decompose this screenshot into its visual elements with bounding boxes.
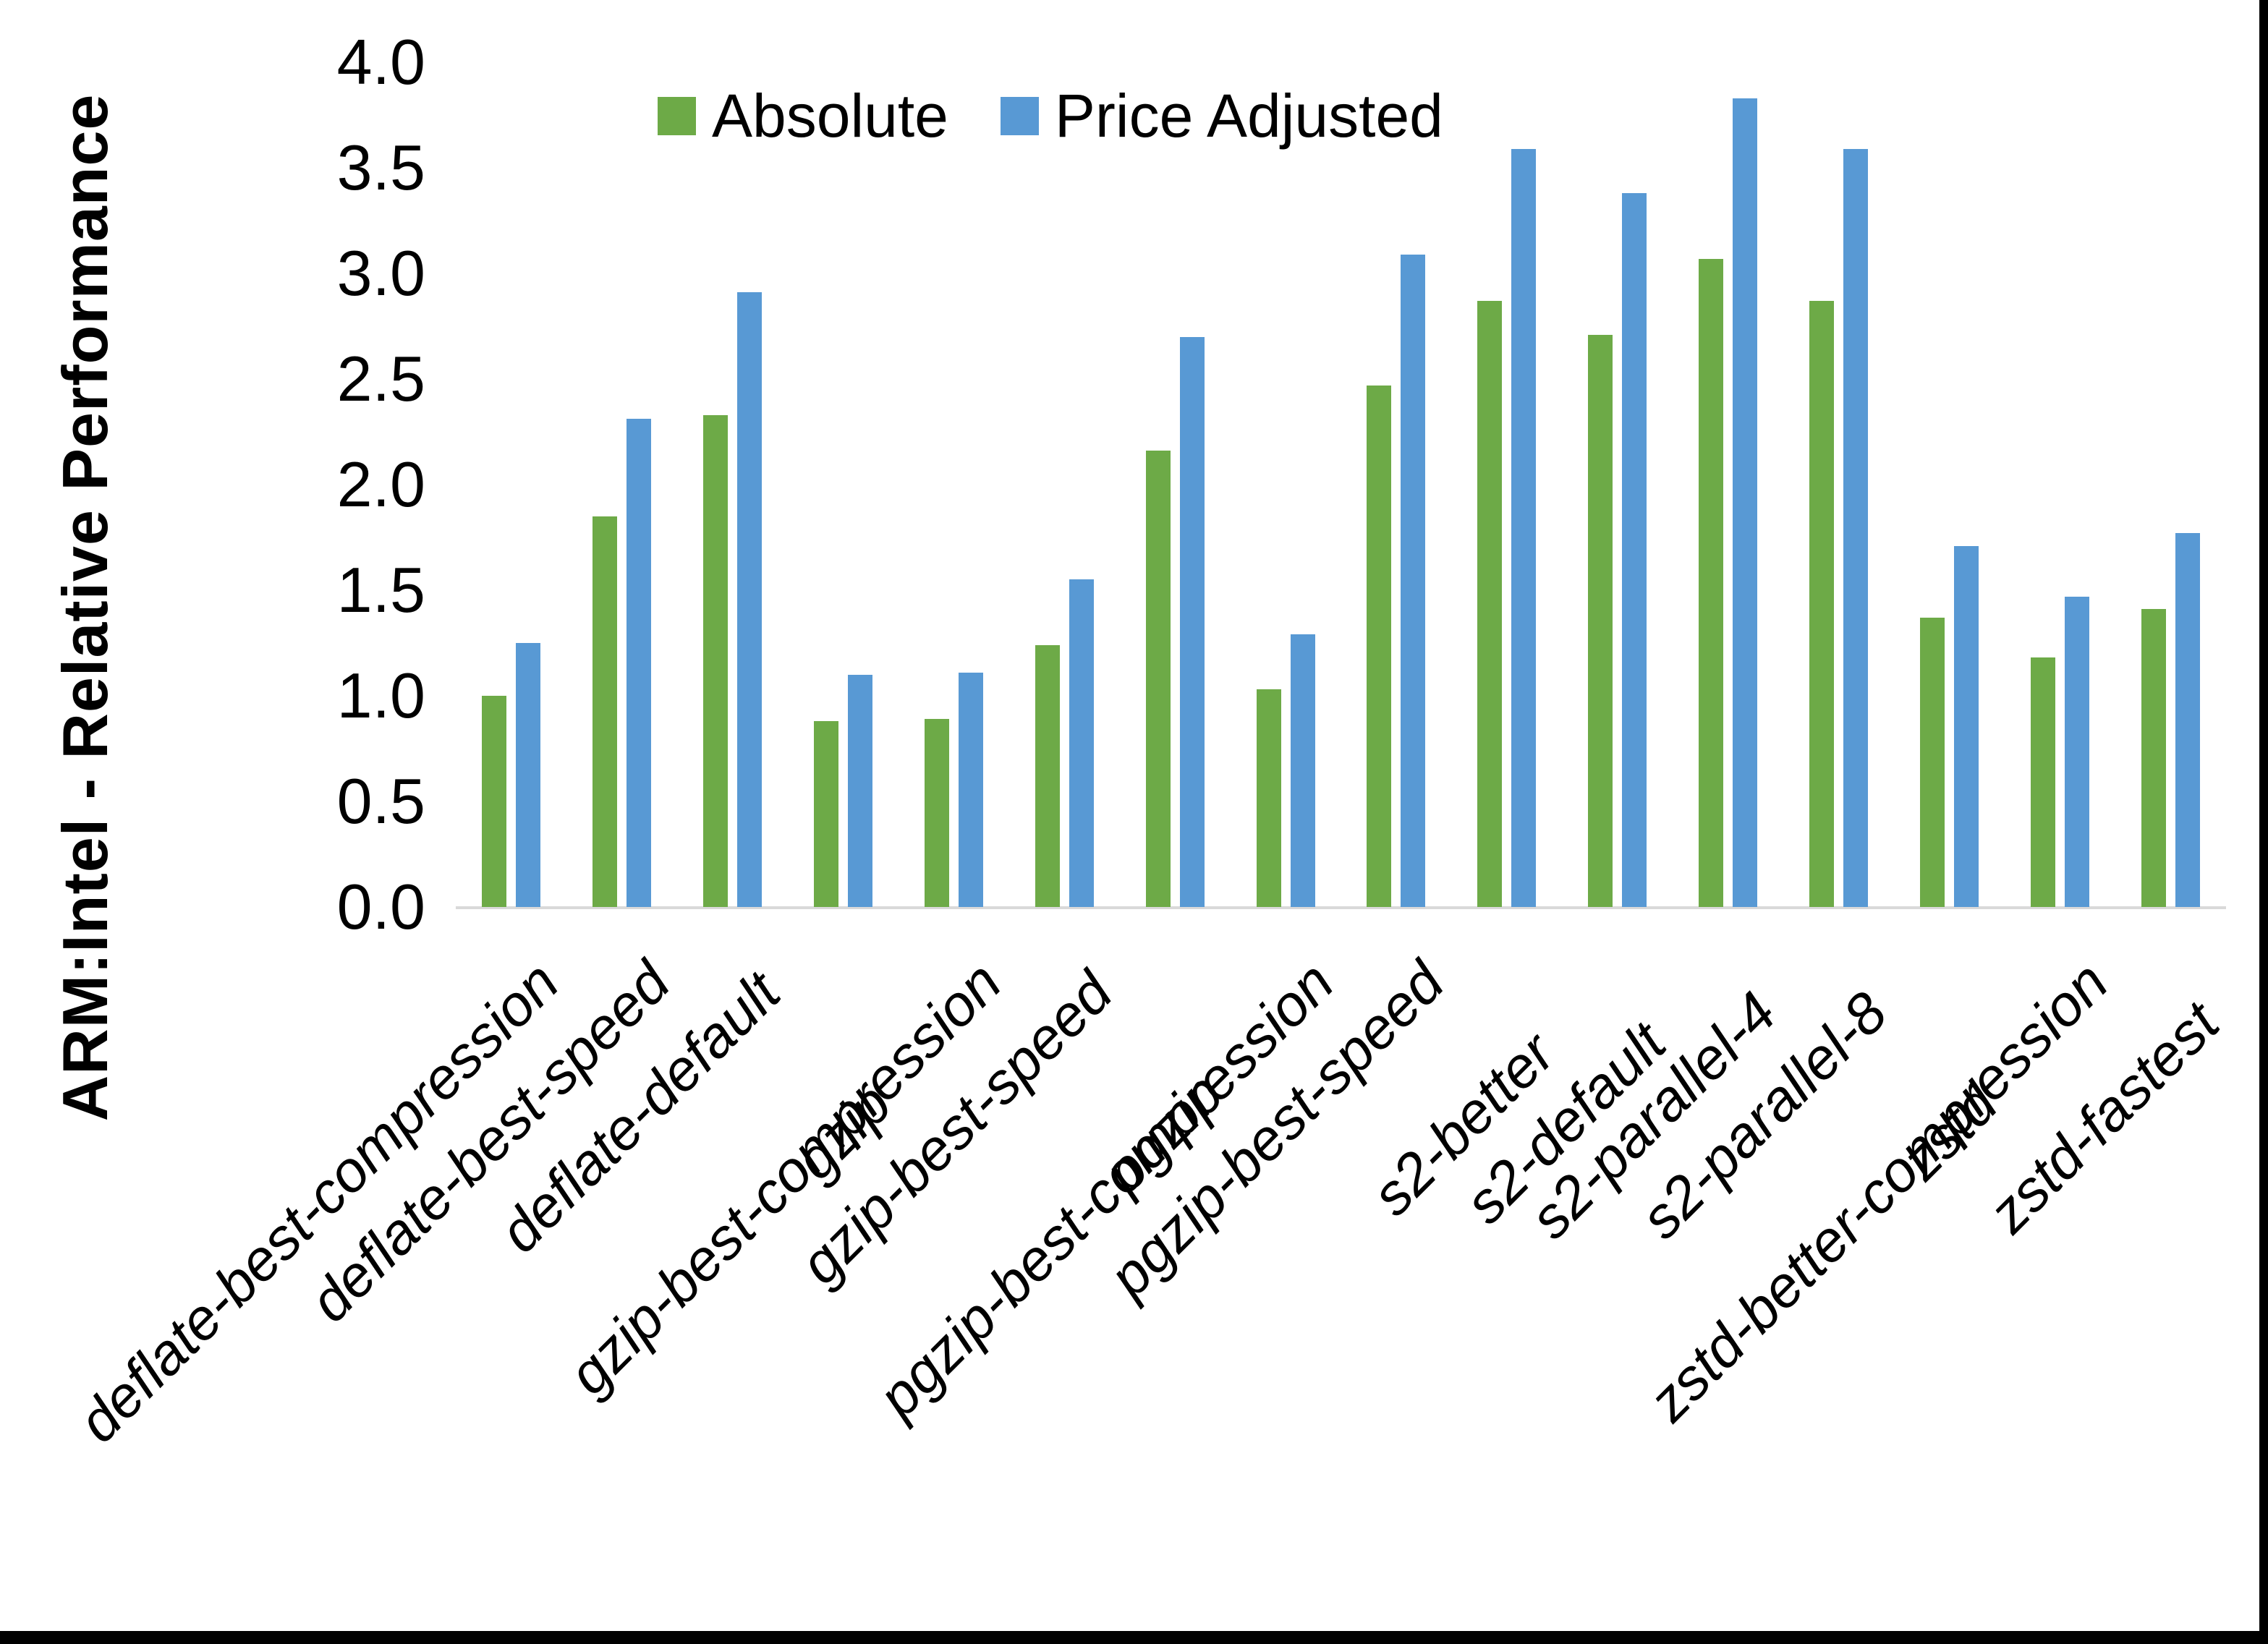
y-tick-label-2.5: 2.5: [336, 343, 425, 414]
y-axis-title: ARM:Intel - Relative Performance: [49, 93, 121, 1122]
legend-label: Price Adjusted: [1054, 82, 1443, 150]
bar-price-adjusted-zstd: [1954, 545, 1979, 907]
bar-absolute-deflate-default: [702, 414, 728, 907]
bar-price-adjusted-gzip-best-speed: [1069, 579, 1094, 907]
screenshot-right-border: [2259, 0, 2268, 1644]
y-tick-label-2.0: 2.0: [336, 448, 425, 520]
legend-item-absolute: Absolute: [658, 81, 948, 151]
bar-absolute-s2-default: [1588, 334, 1613, 907]
bar-absolute-s2-better: [1477, 300, 1503, 907]
bar-absolute-s2-parallel-8: [1809, 300, 1835, 907]
bar-absolute-zstd: [1920, 617, 1945, 907]
bar-absolute-pgzip-best-compression: [1256, 689, 1281, 907]
bar-absolute-pgzip: [1145, 451, 1171, 907]
bar-price-adjusted-s2-default: [1622, 193, 1647, 907]
bar-price-adjusted-deflate-best-speed: [626, 419, 651, 907]
bar-price-adjusted-pgzip-best-compression: [1290, 634, 1315, 907]
y-tick-label-4.0: 4.0: [336, 26, 425, 98]
legend-item-price-adjusted: Price Adjusted: [1000, 81, 1443, 151]
plot-area: [456, 62, 2226, 909]
bar-price-adjusted-deflate-default: [736, 292, 762, 907]
bar-absolute-pgzip-best-speed: [1367, 385, 1392, 907]
bar-price-adjusted-s2-parallel-4: [1733, 98, 1758, 907]
bar-price-adjusted-gzip: [847, 674, 872, 907]
y-tick-label-1.0: 1.0: [336, 660, 425, 731]
x-label-deflate-best-compression: deflate-best-compression: [66, 949, 572, 1455]
bar-absolute-zstd-better-compression: [2031, 657, 2056, 907]
y-tick-label-3.0: 3.0: [336, 237, 425, 309]
bar-price-adjusted-pgzip: [1179, 336, 1205, 907]
bar-absolute-gzip: [813, 721, 838, 907]
bar-price-adjusted-zstd-fastest: [2175, 533, 2201, 907]
bar-absolute-gzip-best-speed: [1035, 644, 1060, 907]
legend-swatch-icon: [658, 97, 696, 135]
y-tick-label-0.0: 0.0: [336, 871, 425, 942]
bar-price-adjusted-pgzip-best-speed: [1401, 254, 1426, 907]
y-tick-label-0.5: 0.5: [336, 765, 425, 837]
bar-price-adjusted-zstd-better-compression: [2065, 596, 2090, 907]
legend-label: Absolute: [712, 82, 948, 150]
bar-price-adjusted-gzip-best-compression: [958, 672, 983, 907]
legend-swatch-icon: [1000, 97, 1039, 135]
bar-absolute-deflate-best-speed: [592, 516, 617, 907]
y-tick-label-3.5: 3.5: [336, 132, 425, 203]
bar-absolute-zstd-fastest: [2141, 609, 2167, 907]
y-tick-label-1.5: 1.5: [336, 554, 425, 626]
legend: Absolute Price Adjusted: [658, 81, 1443, 151]
bar-absolute-deflate-best-compression: [481, 696, 506, 907]
bar-price-adjusted-s2-parallel-8: [1843, 148, 1869, 907]
bar-absolute-gzip-best-compression: [924, 719, 949, 907]
bar-price-adjusted-deflate-best-compression: [515, 643, 540, 907]
bar-price-adjusted-s2-better: [1511, 148, 1537, 907]
screenshot-bottom-border: [0, 1631, 2268, 1644]
bar-absolute-s2-parallel-4: [1699, 258, 1724, 907]
x-axis-line: [456, 906, 2226, 909]
